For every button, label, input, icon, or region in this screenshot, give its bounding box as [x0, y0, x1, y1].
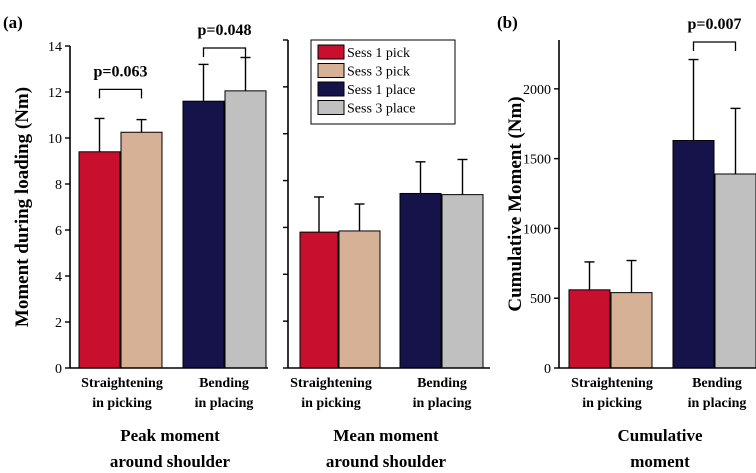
legend-swatch	[317, 100, 345, 115]
group-label: Peak moment	[120, 426, 220, 445]
bar-sess1-pick	[78, 151, 121, 369]
significance-bracket	[98, 88, 143, 99]
panel-cumulative-moment: 0 500 1000 1500 2000 (b) Cumulative Moment (Nm…	[497, 13, 756, 471]
bar-sess1-place	[672, 139, 715, 369]
group-label: Cumulative	[618, 426, 703, 445]
category-label: Bending	[692, 376, 742, 391]
panel-label: (b)	[497, 13, 518, 32]
p-value-label: p=0.007	[687, 16, 741, 33]
category-label: in placing	[413, 396, 472, 411]
y-tick-label: 500	[530, 292, 551, 307]
y-tick-label: 6	[55, 224, 62, 239]
y-tick-label: 0	[544, 362, 551, 377]
bar-sess3-place	[224, 90, 267, 369]
category-label: in picking	[582, 396, 642, 411]
y-tick-label: 10	[48, 132, 62, 147]
category-label: in placing	[195, 396, 254, 411]
bar-sess3-pick	[120, 131, 163, 369]
y-tick-label: 12	[48, 86, 62, 101]
bar-sess1-place	[182, 100, 225, 369]
bar-sess1-pick	[299, 231, 339, 369]
y-tick-label: 1000	[523, 222, 551, 237]
group-label: around shoulder	[326, 452, 447, 471]
bar-sess1-pick	[568, 289, 611, 369]
y-tick-label: 2	[55, 316, 62, 331]
category-label: Straightening	[81, 376, 163, 391]
legend-label: Sess 1 place	[347, 83, 415, 98]
bar-sess3-place	[441, 194, 484, 369]
panel-mean-moment: Straightening in picking Bending in placing…	[283, 39, 490, 471]
category-label: Straightening	[571, 376, 653, 391]
significance-bracket	[692, 41, 737, 51]
panel-peak-moment: 0 2 4 6 8 10 12 14 (a) Moment during loading (Nm)…	[3, 13, 268, 471]
legend-label: Sess 3 place	[347, 102, 415, 117]
y-tick-label: 8	[55, 178, 62, 193]
y-tick-label: 1500	[523, 153, 551, 168]
legend-label: Sess 1 pick	[347, 46, 410, 61]
panel-label: (a)	[3, 13, 23, 32]
bar-sess3-pick	[610, 292, 653, 369]
bar-sess1-place	[399, 192, 442, 369]
p-value-label: p=0.048	[197, 22, 251, 39]
legend-swatch	[317, 63, 345, 78]
y-axis-label: Cumulative Moment (Nm)	[505, 96, 526, 311]
legend: Sess 1 pick Sess 3 pick Sess 1 place Sess 3…	[310, 39, 456, 125]
category-label: in placing	[688, 396, 747, 411]
category-label: Bending	[199, 376, 249, 391]
category-label: in picking	[92, 396, 152, 411]
bar-sess3-pick	[338, 230, 381, 369]
category-label: Bending	[417, 376, 467, 391]
group-label: around shoulder	[110, 452, 231, 471]
group-label: Mean moment	[333, 426, 439, 445]
significance-bracket	[202, 47, 247, 57]
legend-label: Sess 3 pick	[347, 65, 410, 80]
y-axis-label: Moment during loading (Nm)	[12, 87, 33, 327]
y-tick-label: 0	[55, 362, 62, 377]
group-label: moment	[630, 452, 690, 471]
y-tick-label: 4	[55, 270, 62, 285]
bar-sess3-place	[714, 173, 756, 369]
legend-swatch	[317, 44, 345, 60]
p-value-label: p=0.063	[93, 63, 147, 80]
category-label: Straightening	[290, 376, 372, 391]
legend-swatch	[317, 81, 345, 97]
y-tick-label: 2000	[523, 83, 551, 98]
category-label: in picking	[301, 396, 361, 411]
y-tick-label: 14	[48, 40, 62, 55]
